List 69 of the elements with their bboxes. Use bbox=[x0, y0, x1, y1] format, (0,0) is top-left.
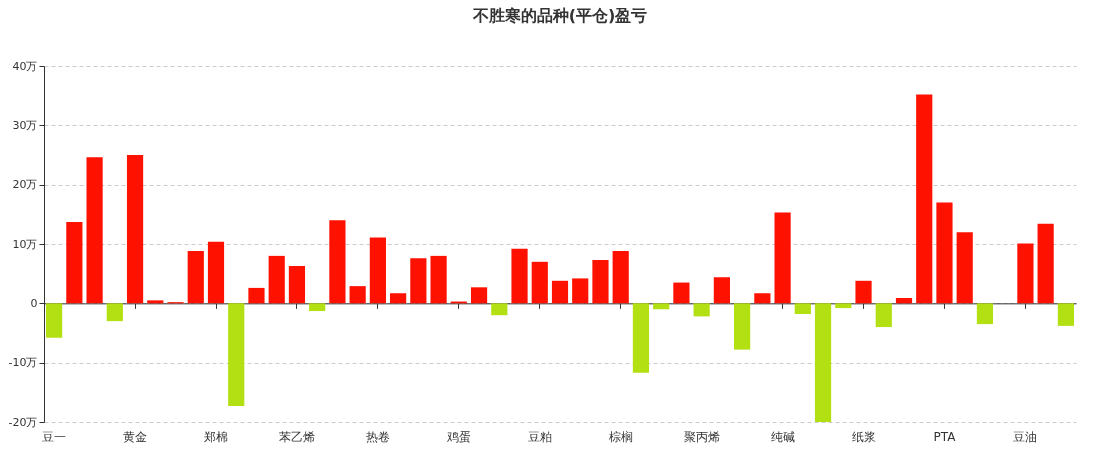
bar bbox=[228, 303, 245, 406]
x-tick-label: 豆一 bbox=[42, 429, 67, 444]
x-tick-label: 热卷 bbox=[365, 429, 390, 444]
bar bbox=[713, 277, 730, 304]
bar bbox=[794, 303, 811, 315]
bar bbox=[187, 251, 204, 304]
bar bbox=[875, 303, 892, 328]
bar bbox=[511, 248, 528, 304]
bar bbox=[916, 94, 933, 304]
bar bbox=[349, 286, 366, 304]
bar bbox=[470, 287, 488, 304]
x-tick-label: 豆油 bbox=[1013, 429, 1038, 444]
x-tick-label: 黄金 bbox=[123, 429, 148, 444]
bar bbox=[66, 222, 83, 304]
bar bbox=[1037, 223, 1054, 304]
bar bbox=[86, 157, 103, 304]
bar bbox=[653, 303, 670, 310]
x-tick-label: 鸡蛋 bbox=[445, 429, 471, 444]
chart-title: 不胜寒的品种(平仓)盈亏 bbox=[471, 6, 648, 25]
bar bbox=[430, 255, 447, 304]
bar bbox=[369, 237, 386, 304]
x-tick-label: 郑棉 bbox=[204, 429, 228, 444]
bar bbox=[774, 212, 791, 304]
bar bbox=[835, 303, 852, 309]
bar bbox=[936, 202, 953, 304]
bar bbox=[126, 155, 144, 304]
y-tick-label: 20万 bbox=[12, 178, 38, 192]
y-tick-label: 10万 bbox=[12, 237, 38, 251]
bar bbox=[147, 300, 164, 304]
bar bbox=[754, 293, 771, 304]
bar bbox=[612, 251, 629, 304]
y-tick-label: 0 bbox=[30, 296, 38, 310]
bar bbox=[390, 293, 407, 304]
bar bbox=[693, 303, 710, 317]
bar bbox=[572, 278, 589, 304]
bar bbox=[268, 255, 285, 304]
x-tick-label: 纸浆 bbox=[851, 429, 876, 444]
bar bbox=[956, 232, 973, 304]
bar bbox=[329, 220, 346, 304]
bar bbox=[734, 303, 751, 350]
bar bbox=[106, 303, 123, 322]
bar bbox=[531, 261, 548, 304]
x-tick-label: 聚丙烯 bbox=[683, 429, 720, 444]
y-tick-label: 30万 bbox=[12, 118, 38, 132]
x-tick-label: 棕榈 bbox=[608, 429, 633, 444]
x-tick-label: 纯碱 bbox=[770, 429, 795, 444]
x-tick-label: 苯乙烯 bbox=[278, 429, 315, 444]
bar bbox=[632, 303, 650, 373]
bar bbox=[1017, 243, 1034, 304]
bar bbox=[207, 241, 225, 304]
bar bbox=[976, 303, 994, 325]
bar bbox=[673, 282, 690, 304]
x-tick-label: 豆粕 bbox=[527, 429, 552, 444]
bar bbox=[855, 280, 872, 304]
y-tick-label: 40万 bbox=[12, 59, 38, 73]
y-tick-label: -20万 bbox=[8, 415, 38, 429]
bar bbox=[551, 280, 569, 304]
x-tick-label: PTA bbox=[933, 429, 957, 444]
bar bbox=[592, 260, 609, 304]
bar bbox=[410, 258, 427, 304]
bar bbox=[1057, 303, 1074, 326]
bar bbox=[248, 287, 265, 304]
bar bbox=[288, 265, 306, 304]
y-tick-label: -10万 bbox=[8, 356, 38, 370]
bar bbox=[491, 303, 508, 316]
bar bbox=[46, 303, 63, 338]
bar bbox=[309, 303, 326, 312]
bar bbox=[895, 297, 913, 304]
bar bbox=[814, 303, 832, 422]
